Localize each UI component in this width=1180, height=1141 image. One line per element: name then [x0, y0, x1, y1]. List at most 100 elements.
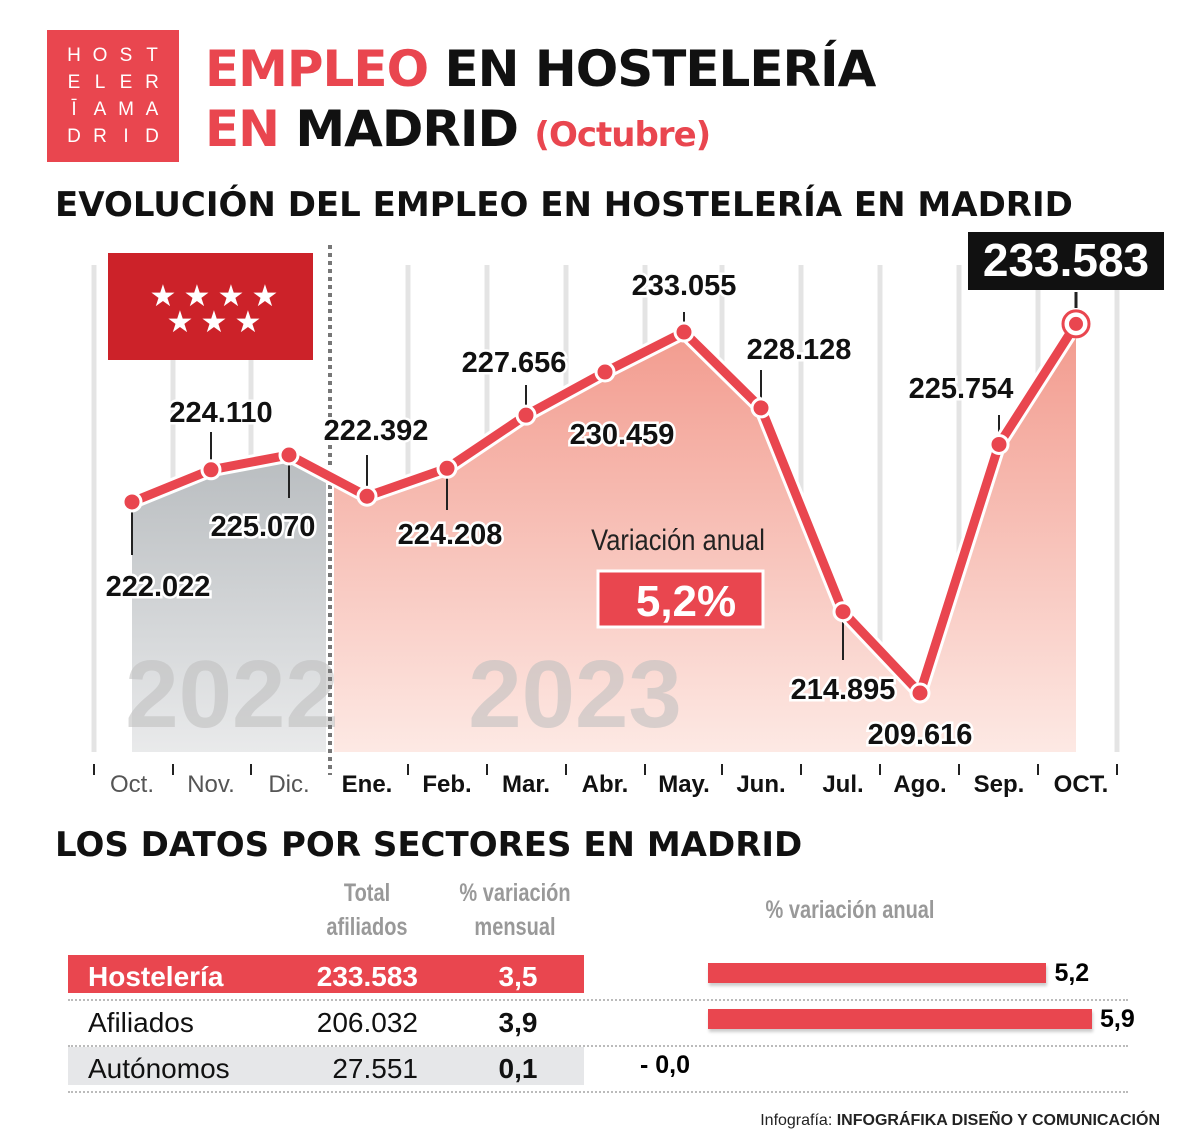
data-point	[436, 457, 458, 479]
data-label: 224.208	[398, 519, 503, 551]
x-tick-label: Jul.	[822, 771, 863, 798]
title-month: (Octubre)	[534, 115, 711, 155]
x-tick-label: May.	[658, 771, 710, 798]
sector-total: 206.032	[316, 1007, 418, 1038]
data-label: 225.754	[909, 373, 1014, 405]
sector-name: Afiliados	[88, 1007, 194, 1038]
x-tick-label: Dic.	[268, 771, 309, 798]
data-label: 233.055	[632, 270, 737, 302]
sector-row: Afiliados 206.032 3,9 5,9	[68, 1001, 1135, 1047]
title-black: EN HOSTELERÍA	[428, 40, 876, 98]
x-tick-label: OCT.	[1054, 771, 1109, 798]
anual-value: - 0,0	[640, 1051, 691, 1079]
data-label: 225.070	[211, 511, 316, 543]
sectors-title: LOS DATOS POR SECTORES EN MADRID	[55, 825, 803, 865]
annual-variation-box	[596, 569, 765, 629]
logo-letter: T	[146, 44, 158, 66]
logo-letter: M	[118, 98, 134, 120]
madrid-flag	[108, 253, 313, 360]
logo-letter: A	[93, 98, 107, 120]
anual-value: 5,9	[1100, 1005, 1135, 1033]
sector-name: Hostelería	[88, 961, 224, 992]
logo-letter: L	[94, 71, 106, 93]
logo-letter: E	[67, 71, 81, 93]
year-2023-label: 2023	[468, 641, 682, 748]
area-2022	[132, 455, 326, 752]
logo-letter: D	[67, 125, 81, 147]
data-point	[121, 491, 143, 513]
employment-chart: 2022 2023 Oct. Nov. Dic. Ene. Feb. Mar. Abr. May.…	[91, 232, 1164, 798]
sector-total: 27.551	[332, 1053, 418, 1084]
credit-prefix: Infografía:	[760, 1112, 837, 1129]
logo-letter: R	[93, 125, 107, 147]
data-point	[832, 601, 854, 623]
title-black: MADRID	[279, 100, 535, 158]
x-tick-label: Ene.	[342, 771, 393, 798]
data-point	[515, 404, 537, 426]
data-label: 227.656	[462, 347, 567, 379]
area-2023	[334, 323, 1076, 752]
data-label: 224.110	[169, 397, 272, 429]
header-total: Total afiliados	[319, 876, 415, 944]
logo-letter: O	[92, 44, 108, 66]
anual-value: 5,2	[1054, 959, 1090, 987]
data-label: 209.616	[868, 719, 973, 751]
sector-mensual: 3,5	[498, 961, 538, 992]
year-2022-label: 2022	[125, 641, 339, 748]
x-tick-label: Ago.	[893, 771, 946, 798]
x-tick-label: Jun.	[736, 771, 785, 798]
annual-variation-label: Variación anual	[591, 523, 765, 556]
x-tick-label: Oct.	[110, 771, 154, 798]
x-tick-label: Mar.	[502, 771, 550, 798]
data-label: 214.895	[791, 674, 896, 706]
logo-letter: Ī	[71, 98, 77, 120]
star-icon: ★	[252, 280, 279, 313]
header-text: Total	[343, 879, 391, 907]
header-mensual: % variación mensual	[455, 876, 575, 944]
anual-bar	[708, 963, 1047, 983]
data-label: 228.128	[747, 334, 852, 366]
logo-letter: I	[123, 125, 129, 147]
data-point	[909, 682, 931, 704]
header-text: afiliados	[326, 913, 408, 941]
credit-name: INFOGRÁFIKA DISEÑO Y COMUNICACIÓN	[836, 1112, 1160, 1129]
credit: Infografía: INFOGRÁFIKA DISEÑO Y COMUNIC…	[760, 1112, 1160, 1130]
title-red: EN	[205, 100, 280, 158]
data-label: 222.392	[324, 415, 429, 447]
page-title-line-1: EMPLEO EN HOSTELERÍA	[205, 40, 876, 98]
logo-letter: H	[67, 44, 81, 66]
data-point	[594, 361, 616, 383]
logo-letter: D	[145, 125, 159, 147]
row-background	[68, 955, 584, 993]
data-point	[1069, 316, 1083, 331]
data-point	[356, 485, 378, 507]
logo-letter: A	[145, 98, 159, 120]
title-red: EMPLEO	[205, 40, 429, 98]
sector-total: 233.583	[316, 961, 418, 992]
x-tick-label: Abr.	[582, 771, 629, 798]
latest-value: 233.583	[983, 234, 1149, 286]
x-tick-label: Nov.	[187, 771, 235, 798]
star-icon: ★	[235, 306, 262, 339]
sector-row: Hostelería 233.583 3,5 5,2	[68, 955, 1128, 1001]
sector-mensual: 3,9	[498, 1007, 538, 1038]
row-background	[68, 1047, 584, 1085]
data-point	[750, 397, 772, 419]
header-text: % variación	[459, 879, 571, 907]
sector-row: Autónomos 27.551 0,1 - 0,0	[68, 1047, 1128, 1093]
x-tick-label: Sep.	[974, 771, 1025, 798]
data-point	[988, 433, 1010, 455]
data-label: 222.022	[106, 571, 211, 603]
sector-name: Autónomos	[88, 1053, 230, 1084]
star-icon: ★	[218, 280, 245, 313]
logo-letter: R	[145, 71, 159, 93]
star-icon: ★	[167, 306, 194, 339]
data-label: 230.459	[570, 419, 675, 451]
sector-mensual: 0,1	[498, 1053, 538, 1084]
star-icon: ★	[150, 280, 177, 313]
chart-title: EVOLUCIÓN DEL EMPLEO EN HOSTELERÍA EN MA…	[55, 185, 1073, 225]
logo-letter: S	[119, 44, 133, 66]
x-tick-label: Feb.	[422, 771, 471, 798]
star-icon: ★	[184, 280, 211, 313]
